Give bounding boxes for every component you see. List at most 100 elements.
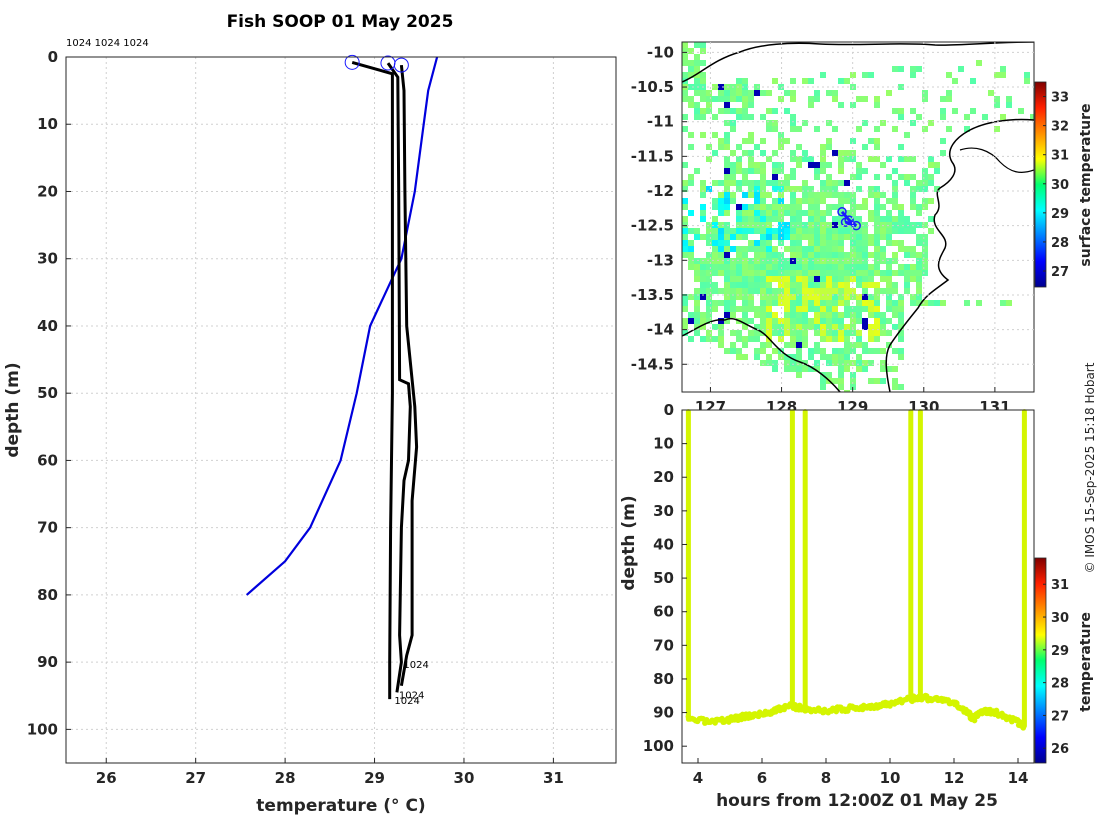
map-sst-cell: [838, 264, 844, 270]
map-sst-cell: [790, 234, 796, 240]
map-sst-cell: [874, 234, 880, 240]
map-sst-cell: [730, 108, 736, 114]
map-sst-cell: [784, 294, 790, 300]
map-sst-cell: [796, 126, 802, 132]
map-sst-cell: [724, 204, 730, 210]
map-sst-cell: [826, 180, 832, 186]
map-sst-cell: [940, 138, 946, 144]
map-sst-cell: [682, 72, 688, 78]
map-y-tick-label: -14.5: [631, 355, 674, 373]
map-sst-cell: [706, 186, 712, 192]
map-sst-cell: [748, 138, 754, 144]
section-y-label: depth (m): [619, 495, 639, 590]
map-sst-cell: [772, 264, 778, 270]
map-sst-cell: [874, 306, 880, 312]
map-sst-cell: [790, 168, 796, 174]
map-sst-cell: [766, 312, 772, 318]
map-sst-cell: [886, 90, 892, 96]
map-sst-cell: [904, 156, 910, 162]
map-sst-cell: [874, 288, 880, 294]
map-colorbar-label: surface temperature: [1078, 103, 1094, 266]
map-sst-cell: [760, 192, 766, 198]
map-sst-cell: [886, 210, 892, 216]
map-sst-cell: [916, 300, 922, 306]
map-sst-cell: [754, 168, 760, 174]
map-sst-cell: [766, 246, 772, 252]
map-sst-cell: [760, 348, 766, 354]
map-sst-cell: [820, 252, 826, 258]
map-sst-cell: [886, 318, 892, 324]
map-sst-cell: [826, 222, 832, 228]
map-sst-cell: [808, 156, 814, 162]
map-sst-cell: [718, 228, 724, 234]
map-sst-cell: [772, 228, 778, 234]
map-sst-cell: [898, 108, 904, 114]
map-sst-cell: [904, 132, 910, 138]
map-sst-cell: [778, 144, 784, 150]
map-sst-cell: [718, 342, 724, 348]
map-sst-cell: [850, 102, 856, 108]
map-sst-cell: [922, 300, 928, 306]
map-sst-cell: [694, 312, 700, 318]
map-sst-cell: [796, 222, 802, 228]
profile-y-tick-label: 90: [37, 653, 58, 671]
map-sst-cell: [718, 288, 724, 294]
map-sst-cell: [958, 66, 964, 72]
map-sst-cell: [880, 252, 886, 258]
map-sst-cell: [760, 276, 766, 282]
map-sst-cell: [820, 306, 826, 312]
map-sst-cell: [718, 252, 724, 258]
map-sst-cell: [820, 348, 826, 354]
map-sst-cell: [814, 210, 820, 216]
map-sst-cell: [808, 252, 814, 258]
map-sst-cell: [724, 306, 730, 312]
map-sst-cell: [790, 192, 796, 198]
map-sst-cell: [700, 48, 706, 54]
map-sst-cell: [868, 156, 874, 162]
map-sst-cell: [826, 228, 832, 234]
map-sst-cell: [838, 252, 844, 258]
map-sst-cell: [880, 246, 886, 252]
map-sst-cell: [808, 192, 814, 198]
map-sst-cell: [748, 222, 754, 228]
map-sst-cell: [826, 312, 832, 318]
map-sst-cell: [922, 270, 928, 276]
map-sst-cell: [880, 228, 886, 234]
map-sst-cell: [700, 216, 706, 222]
map-sst-cell: [862, 282, 868, 288]
map-sst-cell: [808, 204, 814, 210]
map-sst-cell: [742, 168, 748, 174]
map-sst-cell: [892, 348, 898, 354]
map-sst-cell: [880, 192, 886, 198]
map-sst-cell: [886, 288, 892, 294]
map-sst-cell: [796, 228, 802, 234]
map-sst-cell: [742, 84, 748, 90]
map-sst-cell: [874, 240, 880, 246]
map-sst-cell: [730, 300, 736, 306]
map-sst-cell: [682, 294, 688, 300]
profile-y-tick-label: 100: [27, 720, 58, 738]
map-sst-cell: [694, 78, 700, 84]
map-sst-cell: [772, 186, 778, 192]
map-sst-cell: [814, 168, 820, 174]
map-sst-cell: [772, 318, 778, 324]
map-sst-cell: [706, 240, 712, 246]
map-sst-cell: [874, 300, 880, 306]
map-sst-cell: [766, 282, 772, 288]
map-sst-cell: [832, 180, 838, 186]
map-sst-cell: [844, 264, 850, 270]
map-sst-cell: [760, 246, 766, 252]
map-sst-cell: [724, 348, 730, 354]
map-sst-cell: [814, 252, 820, 258]
map-sst-cell: [802, 360, 808, 366]
map-sst-cell: [748, 192, 754, 198]
map-sst-cell: [688, 264, 694, 270]
map-sst-cell: [718, 198, 724, 204]
map-sst-pixels: [682, 42, 1034, 392]
section-x-ticks: 4 6 8 10 12 14: [693, 758, 1028, 787]
map-sst-cell: [766, 276, 772, 282]
map-sst-cell: [778, 180, 784, 186]
map-sst-cell: [688, 252, 694, 258]
map-sst-cell: [730, 312, 736, 318]
